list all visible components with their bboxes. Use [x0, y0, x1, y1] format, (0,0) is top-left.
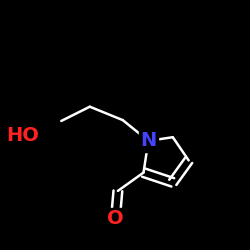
Bar — [139, 130, 158, 152]
Bar — [106, 208, 125, 230]
Bar — [6, 125, 40, 147]
Text: O: O — [107, 210, 124, 229]
Text: N: N — [140, 131, 156, 150]
Text: HO: HO — [6, 126, 39, 146]
